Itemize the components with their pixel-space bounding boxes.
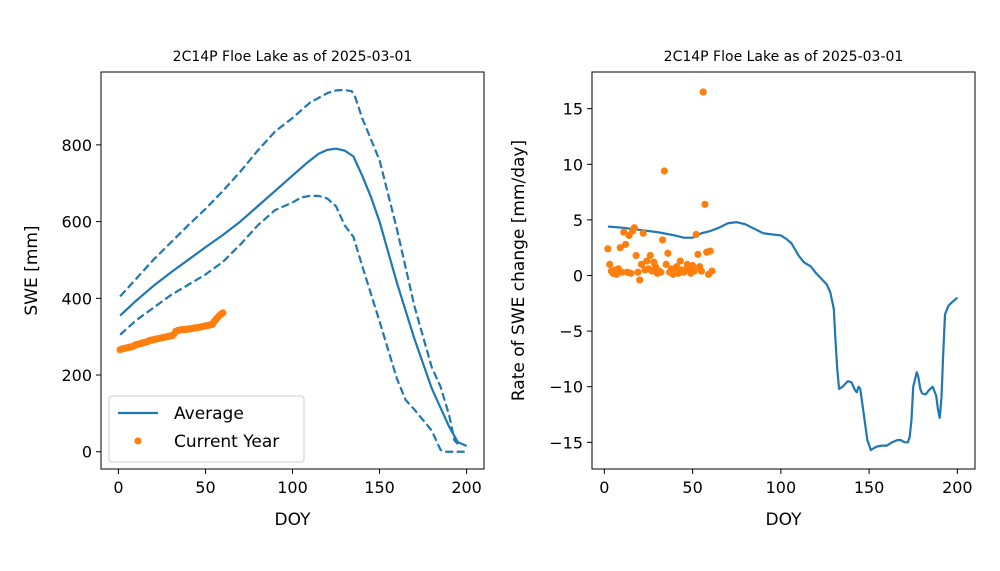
swe-x-tick-label: 100	[277, 478, 308, 497]
rate-current-year-point	[699, 88, 707, 96]
rate-y-tick-label: 5	[573, 211, 583, 230]
rate-current-year-point	[646, 251, 654, 260]
rate-current-year-point	[706, 247, 714, 255]
rate-current-year-point	[664, 249, 672, 257]
swe-y-tick-label: 600	[61, 213, 92, 232]
swe-chart-title: 2C14P Floe Lake as of 2025-03-01	[173, 49, 413, 65]
legend: Average Current Year	[108, 395, 305, 463]
legend-average-label: Average	[174, 404, 244, 424]
rate-current-year-point	[620, 228, 628, 236]
rate-current-year-point	[621, 240, 630, 248]
rate-current-year-point	[694, 250, 702, 258]
rate-current-year-point	[632, 251, 640, 260]
rate-plot-frame	[591, 71, 976, 470]
rate-current-year-points	[604, 88, 716, 284]
legend-current-year-swatch	[134, 437, 142, 445]
rate-x-tick-label: 200	[942, 478, 973, 497]
rate-current-year-point	[689, 261, 697, 270]
rate-current-year-point	[701, 200, 709, 208]
rate-x-tick-label: 150	[854, 478, 885, 497]
rate-current-year-point	[630, 224, 638, 232]
rate-current-year-point	[657, 268, 665, 276]
swe-x-axis-label: DOY	[275, 510, 312, 530]
swe-x-tick-label: 0	[113, 478, 123, 497]
swe-average-lower-line	[119, 194, 467, 453]
swe-x-tick-label: 50	[195, 478, 215, 497]
swe-y-tick-label: 400	[61, 289, 92, 308]
swe-y-tick-label: 800	[61, 136, 92, 155]
rate-current-year-point	[634, 268, 642, 276]
rate-plot-area	[604, 88, 959, 452]
rate-x-tick-label: 0	[599, 478, 609, 497]
swe-average-upper-line	[119, 88, 461, 447]
swe-plot-area	[116, 88, 468, 453]
swe-x-tick-label: 150	[364, 478, 395, 497]
rate-y-tick-label: −10	[549, 378, 583, 397]
rate-current-year-point	[692, 230, 700, 238]
rate-current-year-point	[708, 267, 716, 275]
rate-current-year-point	[604, 245, 612, 253]
rate-y-tick-label: 10	[563, 155, 583, 174]
rate-chart-title: 2C14P Floe Lake as of 2025-03-01	[664, 49, 904, 65]
swe-current-year-points	[116, 309, 227, 354]
rate-y-tick-label: 15	[563, 100, 583, 119]
rate-current-year-point	[676, 257, 684, 265]
rate-current-year-point	[637, 260, 646, 268]
rate-current-year-point	[690, 267, 698, 275]
rate-current-year-point	[643, 257, 651, 265]
rate-x-tick-label: 50	[682, 478, 702, 497]
swe-current-year-point	[219, 309, 227, 317]
swe-y-tick-label: 0	[82, 443, 92, 462]
swe-x-axis-ticks: 0 50 100 150 200	[113, 469, 482, 497]
rate-y-tick-label: −15	[549, 433, 583, 452]
swe-y-axis-label: SWE [mm]	[22, 225, 42, 315]
rate-x-axis-ticks: 0 50 100 150 200	[599, 469, 973, 497]
swe-average-line	[119, 147, 468, 447]
rate-chart: 2C14P Floe Lake as of 2025-03-01 0 50 100 1…	[509, 49, 976, 530]
rate-y-axis-label: Rate of SWE change [mm/day]	[509, 140, 529, 401]
rate-y-tick-label: −5	[559, 322, 583, 341]
swe-chart: 2C14P Floe Lake as of 2025-03-01 0 50 100 1…	[22, 49, 485, 530]
rate-y-tick-label: 0	[573, 267, 583, 286]
rate-current-year-point	[673, 263, 681, 271]
swe-y-axis-ticks: 0 200 400 600 800	[61, 136, 101, 462]
rate-current-year-point	[639, 229, 647, 237]
rate-current-year-point	[660, 167, 668, 175]
swe-y-tick-label: 200	[61, 366, 92, 385]
legend-current-year-label: Current Year	[174, 432, 279, 452]
rate-current-year-point	[636, 276, 644, 284]
rate-current-year-point	[618, 268, 626, 276]
rate-current-year-point	[659, 236, 667, 244]
rate-x-tick-label: 100	[766, 478, 797, 497]
rate-current-year-point	[606, 260, 614, 268]
swe-x-tick-label: 200	[451, 478, 482, 497]
rate-current-year-point	[616, 244, 624, 252]
rate-x-axis-label: DOY	[766, 510, 803, 530]
rate-y-axis-ticks: −15 −10 −5 0 5 10 15	[549, 100, 592, 452]
rate-current-year-point	[697, 267, 706, 275]
rate-average-line	[607, 221, 959, 452]
rate-current-year-point	[662, 260, 670, 268]
rate-current-year-point	[627, 269, 635, 277]
